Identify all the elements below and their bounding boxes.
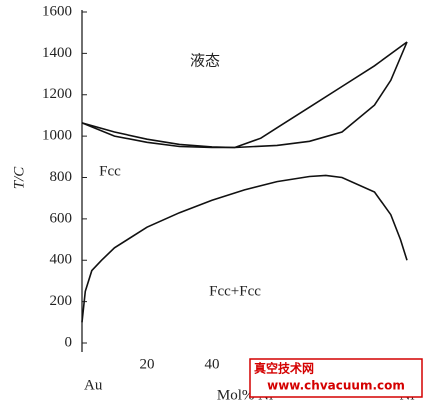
- annotation: Fcc+Fcc: [209, 283, 261, 299]
- y-tick-label: 0: [65, 334, 73, 350]
- annotation: Fcc: [99, 163, 121, 179]
- y-axis-label: T/C: [11, 166, 27, 190]
- y-tick-label: 800: [50, 169, 73, 185]
- y-tick-label: 200: [50, 293, 73, 309]
- annotation: 液态: [190, 52, 220, 69]
- watermark-box: [249, 358, 423, 398]
- curve: [81, 41, 408, 149]
- x-tick-label: 20: [140, 356, 155, 372]
- y-tick-label: 400: [50, 252, 73, 268]
- curve: [81, 41, 408, 149]
- end-label: Au: [84, 377, 103, 393]
- x-tick-label: 40: [205, 356, 220, 372]
- y-tick-label: 1000: [42, 128, 72, 144]
- watermark: www.chvacuum.com: [267, 379, 405, 393]
- y-tick-label: 1600: [42, 3, 72, 19]
- watermark: 真空技术网: [254, 361, 314, 376]
- y-tick-label: 1400: [42, 45, 72, 61]
- curve: [81, 174, 408, 323]
- y-tick-label: 1200: [42, 86, 72, 102]
- y-tick-label: 600: [50, 210, 73, 226]
